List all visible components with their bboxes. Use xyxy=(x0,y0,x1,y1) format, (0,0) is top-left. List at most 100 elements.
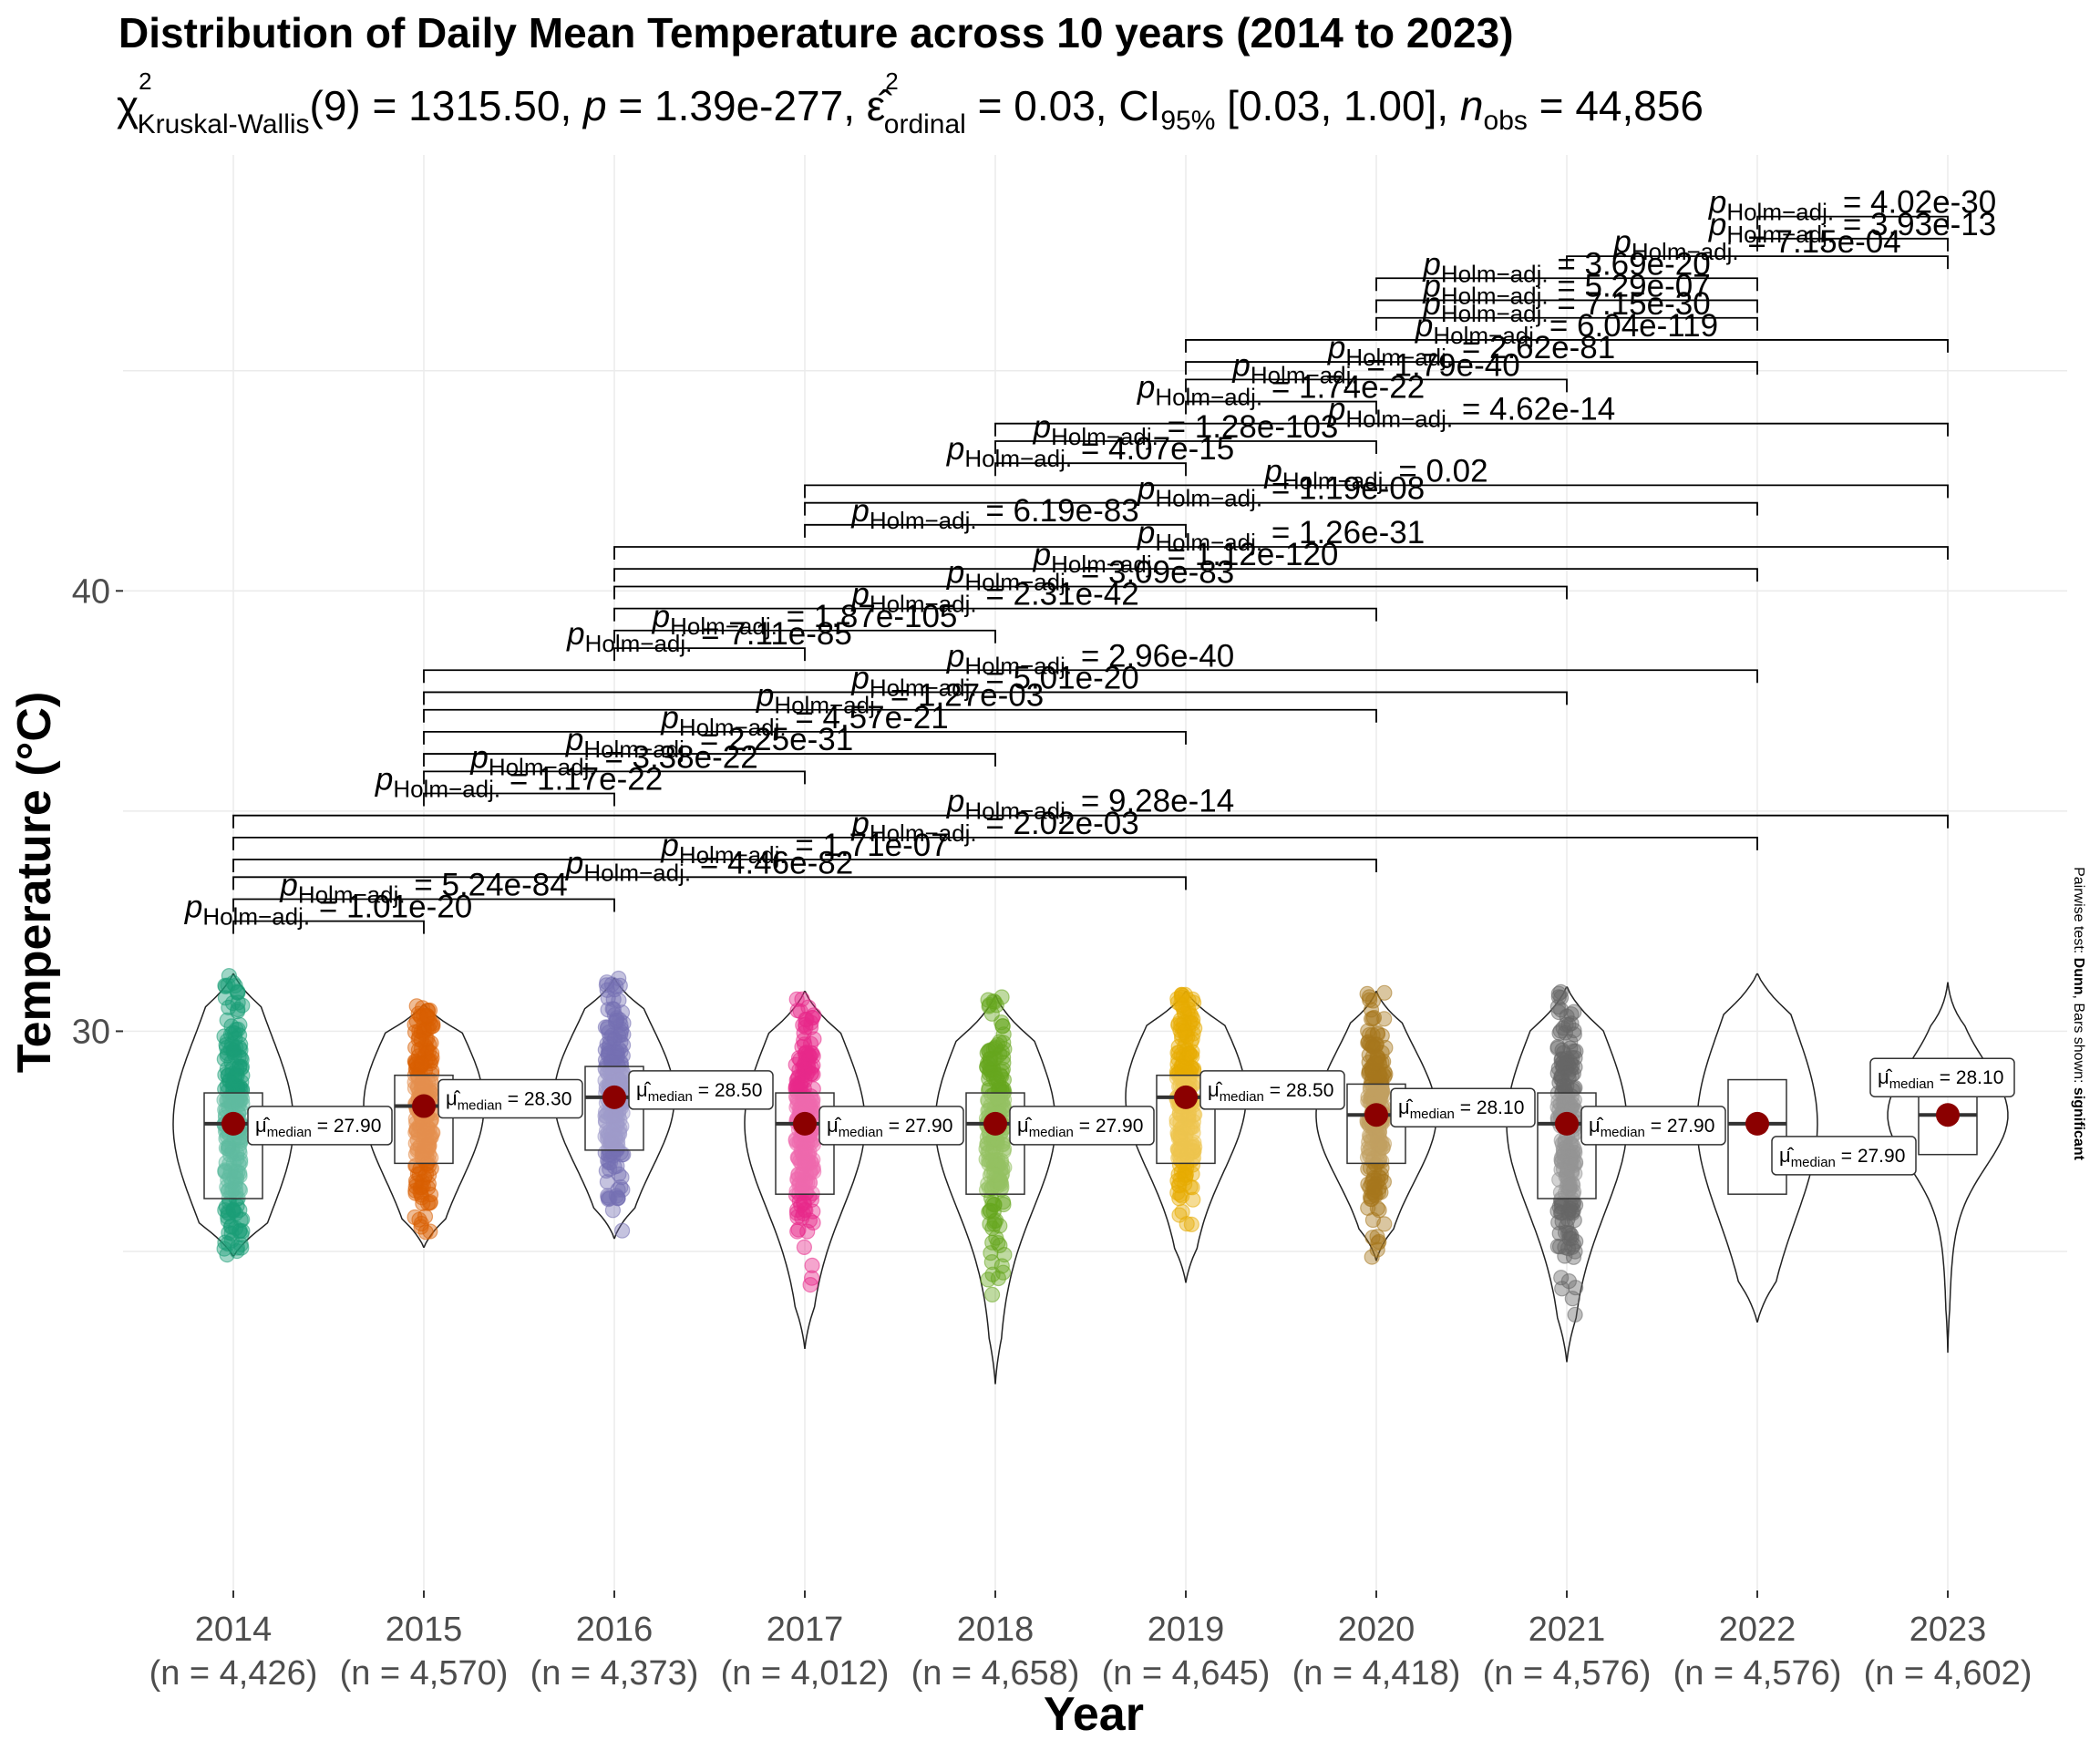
data-point xyxy=(220,1067,236,1084)
data-point xyxy=(986,1197,1003,1213)
data-point xyxy=(806,1031,822,1047)
median-label-2022: μ̂median = 27.90 xyxy=(1771,1136,1917,1176)
data-point xyxy=(413,1219,429,1235)
data-point xyxy=(806,1163,822,1180)
bracket-label: pHolm−adj. = 1.26e-31 xyxy=(1137,515,1425,556)
data-point xyxy=(230,1164,246,1180)
x-tick-n-label: (n = 4,645) xyxy=(1102,1654,1271,1693)
data-point xyxy=(1377,1065,1394,1083)
data-point xyxy=(598,977,615,993)
median-label-2015: μ̂median = 28.30 xyxy=(438,1078,583,1119)
data-point xyxy=(983,1286,1001,1303)
median-point-2023 xyxy=(1936,1103,1960,1127)
median-point-2018 xyxy=(983,1111,1007,1136)
data-point xyxy=(1173,989,1189,1005)
x-tick-n-label: (n = 4,570) xyxy=(340,1654,509,1693)
data-point xyxy=(418,1007,435,1024)
data-point xyxy=(788,991,805,1008)
x-tick-n-label: (n = 4,012) xyxy=(721,1654,890,1693)
chart-title: Distribution of Daily Mean Temperature a… xyxy=(118,9,1514,57)
data-point xyxy=(415,1074,431,1090)
data-point xyxy=(417,1125,433,1141)
median-point-2022 xyxy=(1745,1111,1769,1136)
data-point xyxy=(794,1090,811,1107)
median-label-2014: μ̂median = 27.90 xyxy=(247,1106,393,1146)
data-point xyxy=(994,1018,1011,1035)
data-point xyxy=(983,1245,999,1261)
data-point xyxy=(607,1127,623,1145)
x-tick-label: 2016 xyxy=(576,1611,654,1649)
data-point xyxy=(611,1041,627,1057)
data-point xyxy=(232,1222,248,1239)
data-point xyxy=(1176,1014,1192,1032)
data-point xyxy=(795,1172,811,1189)
x-tick-n-label: (n = 4,373) xyxy=(530,1654,699,1693)
data-point xyxy=(980,1271,996,1288)
data-point xyxy=(805,1203,821,1220)
data-point xyxy=(1562,1034,1579,1050)
data-point xyxy=(602,1030,618,1046)
x-tick-n-label: (n = 4,576) xyxy=(1483,1654,1652,1693)
data-point xyxy=(611,970,627,987)
data-point xyxy=(994,1264,1012,1281)
data-point xyxy=(414,1145,430,1162)
median-point-2021 xyxy=(1555,1111,1579,1136)
data-point xyxy=(600,1152,616,1168)
data-point xyxy=(789,1003,806,1019)
data-point xyxy=(1376,984,1393,1001)
chart-subtitle: χ2 Kruskal-Wallis(9) = 1315.50, p = 1.39e… xyxy=(117,67,1704,139)
data-point xyxy=(234,997,251,1014)
data-point xyxy=(803,1191,820,1209)
data-point xyxy=(1369,1229,1385,1245)
median-label-2023: μ̂median = 28.10 xyxy=(1869,1057,2015,1097)
data-point xyxy=(219,1061,235,1077)
data-point xyxy=(232,1039,248,1056)
data-point xyxy=(1563,1230,1580,1247)
bracket-label: pHolm−adj. = 1.28e-103 xyxy=(1033,409,1339,450)
data-point xyxy=(599,1174,616,1190)
median-label-2017: μ̂median = 27.90 xyxy=(818,1106,964,1146)
data-point xyxy=(1560,1210,1576,1228)
y-tick-label: 40 xyxy=(72,572,110,611)
data-point xyxy=(1172,1171,1189,1188)
median-label-2018: μ̂median = 27.90 xyxy=(1009,1106,1155,1146)
data-point xyxy=(597,1107,613,1124)
data-point xyxy=(788,1131,804,1148)
data-point xyxy=(232,1182,249,1199)
median-point-2014 xyxy=(221,1111,245,1136)
median-point-2015 xyxy=(412,1094,436,1118)
bracket-label: pHolm−adj. = 2.96e-40 xyxy=(946,638,1234,679)
data-point xyxy=(218,1199,234,1215)
bracket-label: pHolm−adj. = 5.24e-84 xyxy=(279,867,567,908)
data-point xyxy=(1369,1241,1385,1258)
data-point xyxy=(225,974,242,992)
data-point xyxy=(796,1239,813,1256)
data-point xyxy=(804,1257,820,1274)
data-point xyxy=(224,994,242,1012)
median-point-2017 xyxy=(793,1111,817,1136)
data-point xyxy=(1559,1077,1575,1095)
data-point xyxy=(220,1212,236,1229)
grid xyxy=(123,155,2067,1590)
data-point xyxy=(1360,1023,1376,1039)
x-tick-n-label: (n = 4,658) xyxy=(911,1654,1080,1693)
data-point xyxy=(229,1150,245,1167)
x-tick-label: 2019 xyxy=(1148,1611,1225,1649)
data-point xyxy=(413,1032,429,1049)
x-tick-label: 2017 xyxy=(767,1611,844,1649)
data-point xyxy=(418,1166,435,1182)
data-point xyxy=(411,1023,427,1039)
x-tick-label: 2022 xyxy=(1719,1611,1796,1649)
data-point xyxy=(1174,1203,1190,1220)
violin-2016 xyxy=(553,977,675,1240)
x-tick-label: 2015 xyxy=(386,1611,463,1649)
median-point-2020 xyxy=(1364,1103,1388,1127)
y-tick-label: 30 xyxy=(72,1013,110,1051)
data-point xyxy=(599,982,615,998)
y-axis-title: Temperature (°C) xyxy=(8,692,61,1074)
data-point xyxy=(981,998,997,1014)
violin-2023 xyxy=(1887,982,2009,1354)
data-point xyxy=(985,1050,1003,1067)
